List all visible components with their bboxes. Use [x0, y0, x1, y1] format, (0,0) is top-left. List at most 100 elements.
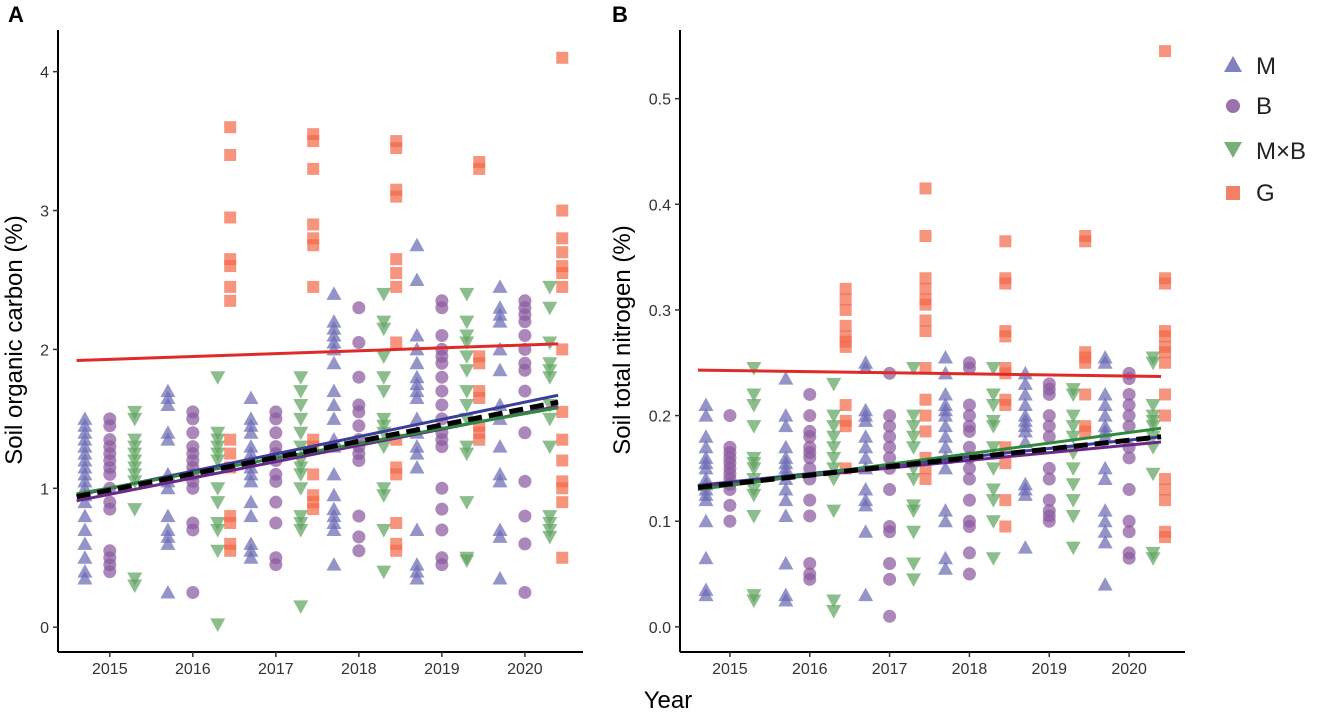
data-point-m	[409, 446, 425, 460]
data-point-b	[1122, 398, 1136, 412]
data-point-mxb	[746, 420, 762, 434]
data-point-m	[409, 459, 425, 474]
data-point-b	[1122, 419, 1136, 433]
data-point-g	[1159, 483, 1172, 496]
y-tick-label: 0.1	[649, 514, 671, 531]
data-point-b	[269, 495, 283, 509]
data-point-mxb	[293, 385, 309, 399]
data-point-b	[186, 426, 200, 440]
data-point-mxb	[127, 412, 143, 427]
data-point-m	[326, 383, 342, 398]
data-point-b	[1042, 472, 1056, 486]
data-point-mxb	[1145, 441, 1161, 455]
data-point-mxb	[826, 462, 842, 476]
data-point-m	[778, 508, 794, 522]
data-point-mxb	[985, 515, 1001, 529]
data-point-m	[858, 497, 874, 512]
data-point-b	[803, 509, 817, 523]
data-point-b	[435, 356, 449, 370]
data-point-g	[1159, 388, 1172, 401]
data-point-mxb	[376, 287, 392, 302]
data-point-b	[269, 558, 283, 572]
data-point-m	[778, 371, 794, 385]
data-point-m	[160, 529, 176, 543]
data-point-b	[103, 419, 117, 433]
data-point-b	[435, 440, 449, 454]
data-point-m	[492, 307, 508, 321]
data-point-g	[1159, 346, 1172, 359]
data-point-g	[839, 303, 852, 316]
data-point-g	[1079, 425, 1092, 438]
data-point-mxb	[542, 371, 558, 385]
data-point-b	[883, 572, 897, 586]
data-point-m	[160, 480, 176, 495]
data-point-b	[883, 525, 897, 539]
data-point-m	[698, 439, 714, 454]
data-point-m	[1097, 471, 1113, 485]
data-point-m	[77, 453, 93, 467]
data-point-mxb	[376, 315, 392, 330]
data-point-b	[1122, 514, 1136, 528]
data-point-g	[919, 425, 932, 438]
data-point-b	[435, 329, 449, 343]
data-point-m	[409, 439, 425, 453]
data-point-mxb	[985, 462, 1001, 476]
data-point-mxb	[1065, 420, 1081, 434]
data-point-g	[556, 405, 569, 418]
data-point-b	[518, 585, 532, 599]
data-point-m	[937, 513, 953, 528]
data-point-mxb	[376, 419, 392, 434]
x-tick-label: 2018	[952, 661, 988, 678]
data-point-m	[243, 411, 259, 425]
data-point-m	[1097, 577, 1113, 591]
data-point-b	[962, 409, 976, 423]
trend-line-g	[697, 368, 1162, 379]
data-point-b	[435, 481, 449, 495]
data-point-m	[243, 494, 259, 509]
data-point-mxb	[542, 530, 558, 545]
data-point-g	[999, 457, 1012, 470]
data-point-g	[390, 517, 403, 530]
data-point-g	[224, 510, 237, 523]
data-point-b	[883, 556, 897, 570]
data-point-g	[224, 433, 237, 446]
data-point-b	[723, 514, 737, 528]
data-point-m	[698, 513, 714, 528]
data-point-m	[160, 383, 176, 398]
data-point-b	[269, 516, 283, 530]
data-point-mxb	[293, 600, 309, 614]
data-point-m	[1097, 408, 1113, 422]
data-point-b	[518, 315, 532, 329]
data-point-g	[224, 447, 237, 460]
data-point-g	[919, 409, 932, 422]
data-point-m	[1097, 355, 1113, 369]
data-point-m	[243, 536, 259, 550]
panel-a-letter: A	[8, 2, 24, 27]
data-point-g	[307, 503, 320, 516]
data-point-m	[409, 390, 425, 405]
x-tick-label: 2020	[507, 661, 543, 678]
data-point-mxb	[985, 420, 1001, 434]
data-point-mxb	[376, 440, 392, 455]
data-point-mxb	[542, 440, 558, 455]
data-point-m	[1097, 513, 1113, 528]
data-point-m	[243, 508, 259, 523]
data-point-mxb	[127, 447, 143, 462]
data-point-mxb	[826, 605, 842, 619]
data-point-m	[409, 564, 425, 578]
data-point-mxb	[210, 482, 226, 496]
data-point-g	[390, 544, 403, 557]
data-point-g	[307, 280, 320, 293]
data-point-mxb	[293, 523, 309, 538]
data-point-g	[556, 343, 569, 356]
panel-a-y-axis-title: Soil organic carbon (%)	[1, 215, 28, 464]
data-point-m	[858, 360, 874, 375]
data-point-g	[1079, 356, 1092, 369]
data-point-m	[243, 446, 259, 460]
data-point-mxb	[826, 430, 842, 445]
panel-b-plot-area: 0.0 0.1 0.2 0.3 0.4 0.5 2015 2016 2017 2018 2019 20…	[649, 30, 1185, 678]
data-point-b	[962, 461, 976, 475]
data-point-mxb	[459, 315, 475, 330]
data-point-b	[803, 409, 817, 423]
data-point-m	[492, 466, 508, 481]
